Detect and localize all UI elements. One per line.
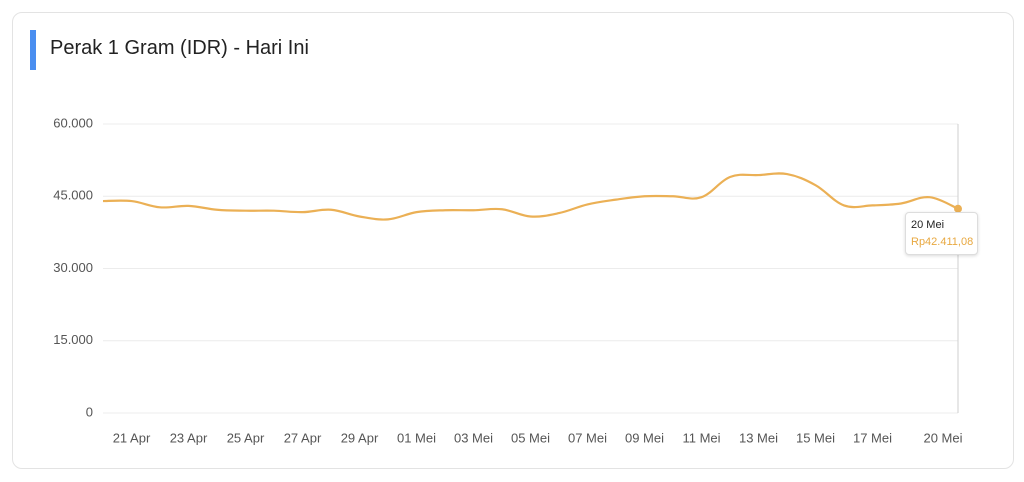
highlight-point bbox=[954, 204, 962, 213]
card bbox=[12, 12, 1014, 469]
tooltip-date: 20 Mei bbox=[911, 219, 945, 231]
x-tick-label: 25 Apr bbox=[227, 430, 265, 445]
y-tick-label: 60.000 bbox=[53, 115, 93, 130]
x-tick-label: 05 Mei bbox=[511, 430, 550, 445]
y-tick-label: 0 bbox=[86, 404, 93, 419]
y-tick-label: 15.000 bbox=[53, 332, 93, 347]
x-tick-label: 03 Mei bbox=[454, 430, 493, 445]
x-tick-label: 21 Apr bbox=[113, 430, 151, 445]
tooltip: 20 Mei Rp42.411,08 bbox=[905, 212, 978, 255]
x-tick-label: 11 Mei bbox=[682, 430, 720, 445]
y-tick-label: 30.000 bbox=[53, 260, 93, 275]
x-tick-label: 23 Apr bbox=[170, 430, 208, 445]
y-tick-label: 45.000 bbox=[53, 188, 93, 203]
x-tick-label: 09 Mei bbox=[625, 430, 664, 445]
x-tick-label: 29 Apr bbox=[341, 430, 379, 445]
title-accent bbox=[30, 30, 36, 70]
chart-title: Perak 1 Gram (IDR) - Hari Ini bbox=[50, 37, 309, 59]
x-tick-label: 13 Mei bbox=[739, 430, 778, 445]
x-tick-label: 01 Mei bbox=[397, 430, 436, 445]
x-tick-label: 15 Mei bbox=[796, 430, 835, 445]
x-tick-label: 07 Mei bbox=[568, 430, 607, 445]
x-tick-label: 17 Mei bbox=[853, 430, 892, 445]
tooltip-value: Rp42.411,08 bbox=[911, 236, 974, 248]
x-tick-label: 20 Mei bbox=[923, 430, 962, 445]
x-tick-label: 27 Apr bbox=[284, 430, 322, 445]
line bbox=[102, 172, 959, 221]
